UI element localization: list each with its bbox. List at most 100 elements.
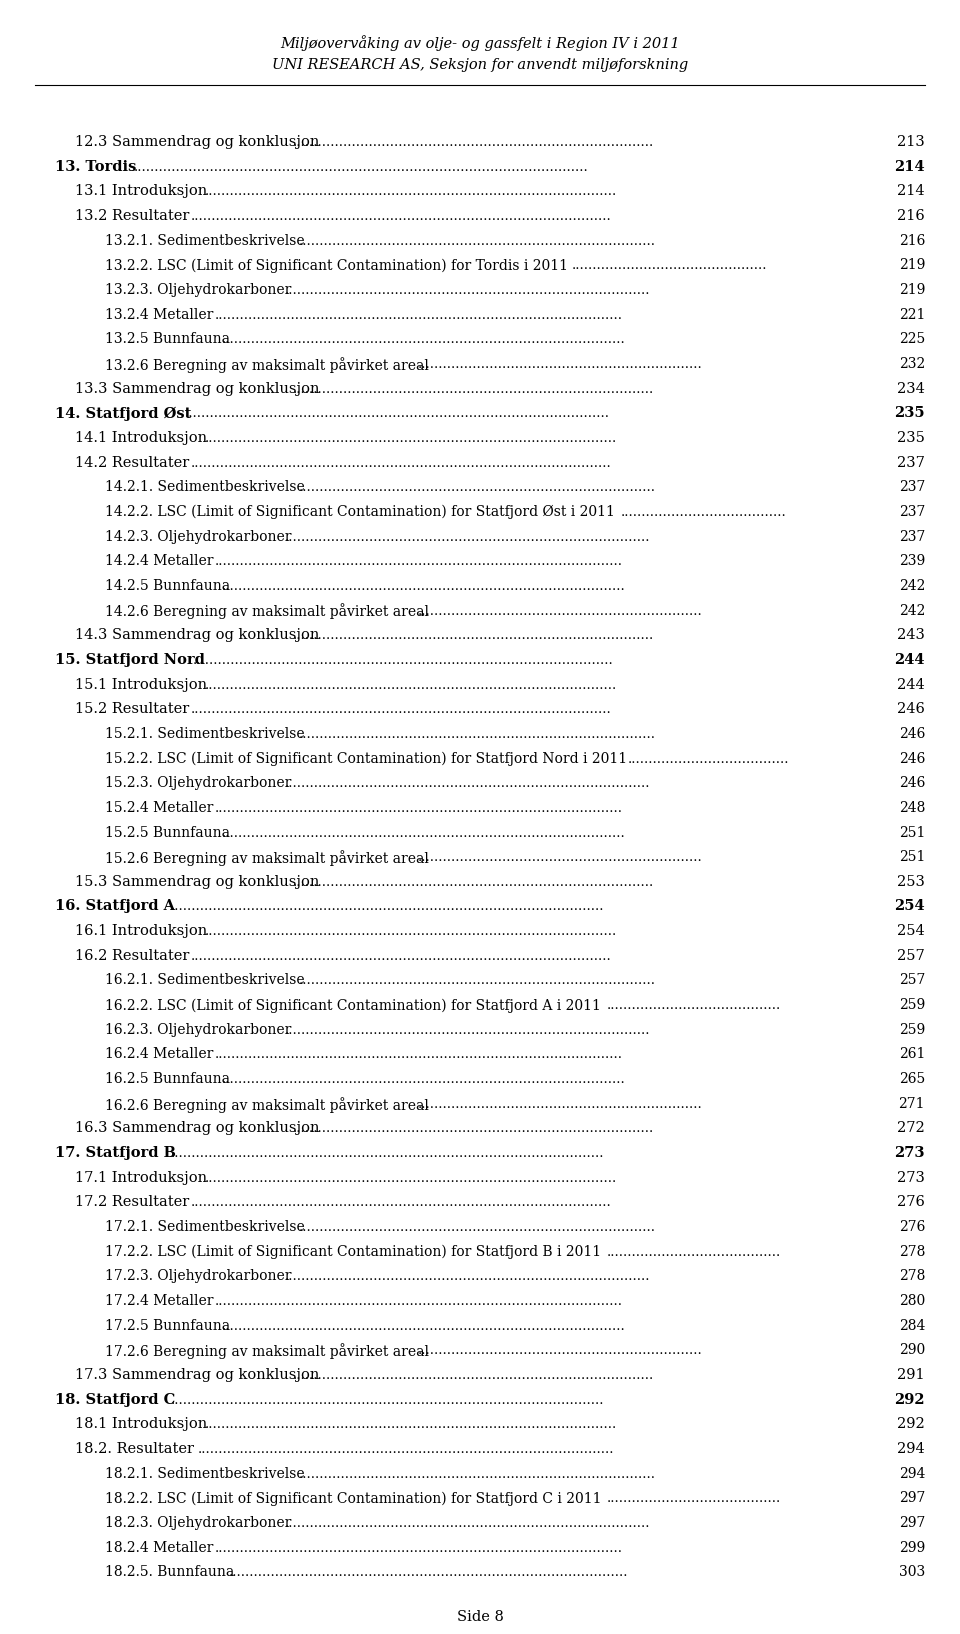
Text: ................................................................................: ........................................… bbox=[215, 309, 623, 322]
Text: Miljøovervåking av olje- og gassfelt i Region IV i 2011: Miljøovervåking av olje- og gassfelt i R… bbox=[280, 34, 680, 51]
Text: 18.2.3. Oljehydrokarboner: 18.2.3. Oljehydrokarboner bbox=[105, 1516, 292, 1529]
Text: ................................................................................: ........................................… bbox=[285, 531, 651, 544]
Text: 14.2 Resultater: 14.2 Resultater bbox=[75, 456, 189, 469]
Text: 16.3 Sammendrag og konklusjon: 16.3 Sammendrag og konklusjon bbox=[75, 1121, 320, 1136]
Text: 257: 257 bbox=[898, 949, 925, 962]
Text: 17.2.5 Bunnfauna: 17.2.5 Bunnfauna bbox=[105, 1319, 230, 1333]
Text: 239: 239 bbox=[899, 554, 925, 569]
Text: Side 8: Side 8 bbox=[457, 1609, 503, 1624]
Text: ...................................................................: ........................................… bbox=[418, 1098, 703, 1111]
Text: 13. Tordis: 13. Tordis bbox=[55, 160, 136, 173]
Text: ................................................................................: ........................................… bbox=[299, 482, 656, 493]
Text: 16. Statfjord A: 16. Statfjord A bbox=[55, 899, 175, 913]
Text: 246: 246 bbox=[899, 727, 925, 740]
Text: ................................................................................: ........................................… bbox=[293, 136, 655, 149]
Text: ................................................................................: ........................................… bbox=[222, 333, 626, 346]
Text: 225: 225 bbox=[899, 332, 925, 346]
Text: 248: 248 bbox=[899, 801, 925, 815]
Text: 18.1 Introduksjon: 18.1 Introduksjon bbox=[75, 1417, 207, 1431]
Text: 242: 242 bbox=[899, 603, 925, 618]
Text: 237: 237 bbox=[899, 529, 925, 544]
Text: 16.2.5 Bunnfauna: 16.2.5 Bunnfauna bbox=[105, 1072, 230, 1087]
Text: ................................................................................: ........................................… bbox=[185, 407, 610, 420]
Text: 219: 219 bbox=[899, 258, 925, 273]
Text: 292: 292 bbox=[898, 1417, 925, 1431]
Text: ...................................................................: ........................................… bbox=[418, 851, 703, 864]
Text: .........................................: ........................................… bbox=[607, 1245, 781, 1258]
Text: 234: 234 bbox=[898, 382, 925, 395]
Text: 18.2.2. LSC (Limit of Significant Contamination) for Statfjord C i 2011: 18.2.2. LSC (Limit of Significant Contam… bbox=[105, 1492, 602, 1507]
Text: ................................................................................: ........................................… bbox=[133, 160, 588, 173]
Text: 246: 246 bbox=[899, 776, 925, 791]
Text: 16.1 Introduksjon: 16.1 Introduksjon bbox=[75, 925, 207, 938]
Text: ................................................................................: ........................................… bbox=[222, 580, 626, 593]
Text: 294: 294 bbox=[899, 1467, 925, 1480]
Text: 15.3 Sammendrag og konklusjon: 15.3 Sammendrag og konklusjon bbox=[75, 874, 320, 889]
Text: 16.2 Resultater: 16.2 Resultater bbox=[75, 949, 189, 962]
Text: 18.2. Resultater: 18.2. Resultater bbox=[75, 1443, 194, 1456]
Text: 237: 237 bbox=[899, 480, 925, 493]
Text: 237: 237 bbox=[899, 505, 925, 520]
Text: 259: 259 bbox=[899, 998, 925, 1011]
Text: .........................................: ........................................… bbox=[607, 998, 781, 1011]
Text: ................................................................................: ........................................… bbox=[293, 1369, 655, 1382]
Text: 14.2.4 Metaller: 14.2.4 Metaller bbox=[105, 554, 213, 569]
Text: ................................................................................: ........................................… bbox=[285, 284, 651, 297]
Text: 17.2.6 Beregning av maksimalt påvirket areal: 17.2.6 Beregning av maksimalt påvirket a… bbox=[105, 1343, 429, 1359]
Text: ................................................................................: ........................................… bbox=[229, 1567, 629, 1580]
Text: 15.2.4 Metaller: 15.2.4 Metaller bbox=[105, 801, 213, 815]
Text: 273: 273 bbox=[895, 1145, 925, 1160]
Text: 259: 259 bbox=[899, 1023, 925, 1038]
Text: 244: 244 bbox=[895, 654, 925, 667]
Text: 18. Statfjord C: 18. Statfjord C bbox=[55, 1392, 176, 1407]
Text: 276: 276 bbox=[898, 1196, 925, 1209]
Text: ......................................: ...................................... bbox=[628, 753, 789, 765]
Text: ................................................................................: ........................................… bbox=[192, 654, 613, 667]
Text: ................................................................................: ........................................… bbox=[222, 1320, 626, 1333]
Text: 232: 232 bbox=[899, 356, 925, 371]
Text: 292: 292 bbox=[895, 1392, 925, 1407]
Text: 13.2.4 Metaller: 13.2.4 Metaller bbox=[105, 307, 213, 322]
Text: 221: 221 bbox=[899, 307, 925, 322]
Text: ...................................................................: ........................................… bbox=[418, 358, 703, 371]
Text: 244: 244 bbox=[898, 678, 925, 691]
Text: 254: 254 bbox=[895, 899, 925, 913]
Text: 14.2.3. Oljehydrokarboner: 14.2.3. Oljehydrokarboner bbox=[105, 529, 292, 544]
Text: 15.2.5 Bunnfauna: 15.2.5 Bunnfauna bbox=[105, 825, 230, 840]
Text: 246: 246 bbox=[898, 703, 925, 716]
Text: 14.2.2. LSC (Limit of Significant Contamination) for Statfjord Øst i 2011: 14.2.2. LSC (Limit of Significant Contam… bbox=[105, 505, 614, 520]
Text: 13.2.5 Bunnfauna: 13.2.5 Bunnfauna bbox=[105, 332, 230, 346]
Text: 16.2.6 Beregning av maksimalt påvirket areal: 16.2.6 Beregning av maksimalt påvirket a… bbox=[105, 1096, 429, 1113]
Text: 13.2.1. Sedimentbeskrivelse: 13.2.1. Sedimentbeskrivelse bbox=[105, 234, 304, 248]
Text: UNI RESEARCH AS, Seksjon for anvendt miljøforskning: UNI RESEARCH AS, Seksjon for anvendt mil… bbox=[272, 57, 688, 72]
Text: ................................................................................: ........................................… bbox=[204, 925, 617, 938]
Text: .......................................: ....................................... bbox=[621, 507, 787, 520]
Text: 12.3 Sammendrag og konklusjon: 12.3 Sammendrag og konklusjon bbox=[75, 136, 320, 149]
Text: ................................................................................: ........................................… bbox=[293, 382, 655, 395]
Text: 261: 261 bbox=[899, 1047, 925, 1062]
Text: ................................................................................: ........................................… bbox=[190, 703, 611, 716]
Text: 253: 253 bbox=[898, 874, 925, 889]
Text: 13.2.3. Oljehydrokarboner: 13.2.3. Oljehydrokarboner bbox=[105, 283, 292, 297]
Text: 17.1 Introduksjon: 17.1 Introduksjon bbox=[75, 1172, 207, 1185]
Text: 16.2.4 Metaller: 16.2.4 Metaller bbox=[105, 1047, 213, 1062]
Text: 14.2.6 Beregning av maksimalt påvirket areal: 14.2.6 Beregning av maksimalt påvirket a… bbox=[105, 603, 429, 619]
Text: ................................................................................: ........................................… bbox=[204, 678, 617, 691]
Text: 15.2.6 Beregning av maksimalt påvirket areal: 15.2.6 Beregning av maksimalt påvirket a… bbox=[105, 850, 429, 866]
Text: ................................................................................: ........................................… bbox=[215, 1541, 623, 1554]
Text: ................................................................................: ........................................… bbox=[204, 1418, 617, 1431]
Text: 219: 219 bbox=[899, 283, 925, 297]
Text: 276: 276 bbox=[899, 1221, 925, 1234]
Text: ................................................................................: ........................................… bbox=[204, 185, 617, 198]
Text: 254: 254 bbox=[898, 925, 925, 938]
Text: ................................................................................: ........................................… bbox=[190, 1196, 611, 1209]
Text: 14.1 Introduksjon: 14.1 Introduksjon bbox=[75, 431, 207, 444]
Text: 257: 257 bbox=[899, 974, 925, 987]
Text: 280: 280 bbox=[899, 1294, 925, 1309]
Text: 16.2.2. LSC (Limit of Significant Contamination) for Statfjord A i 2011: 16.2.2. LSC (Limit of Significant Contam… bbox=[105, 998, 601, 1013]
Text: ................................................................................: ........................................… bbox=[293, 629, 655, 642]
Text: 17. Statfjord B: 17. Statfjord B bbox=[55, 1145, 176, 1160]
Text: 303: 303 bbox=[899, 1565, 925, 1580]
Text: ................................................................................: ........................................… bbox=[222, 827, 626, 840]
Text: ................................................................................: ........................................… bbox=[285, 778, 651, 791]
